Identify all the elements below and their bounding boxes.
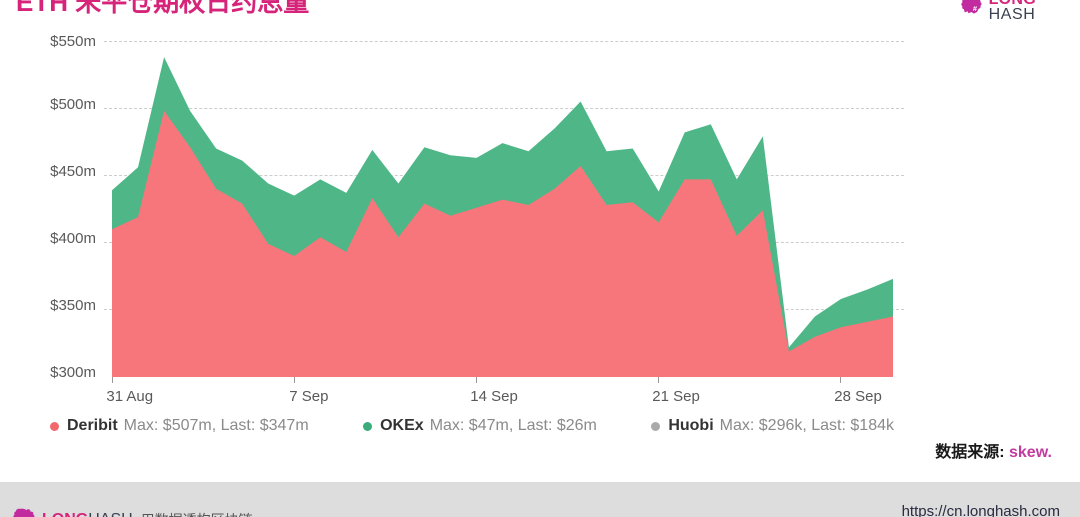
svg-text:#: # [972,3,976,12]
